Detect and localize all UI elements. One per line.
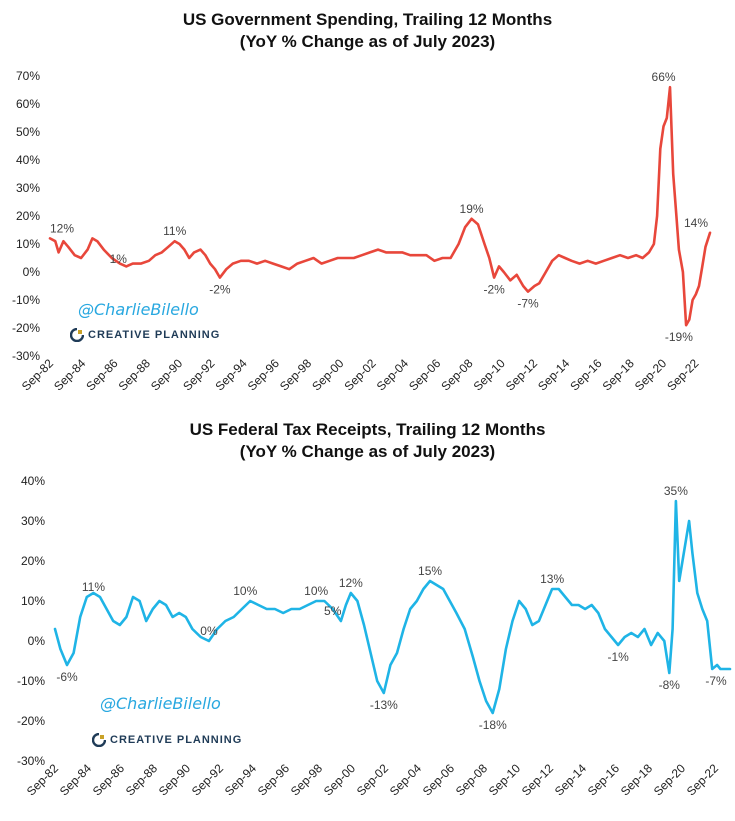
chart-1-x-tick-label: Sep-04	[374, 356, 411, 393]
chart-1-data-label: -7%	[517, 297, 539, 311]
chart-1-y-tick-label: 30%	[16, 181, 40, 195]
chart-1-y-tick-label: 20%	[16, 209, 40, 223]
chart-2-data-label: -8%	[659, 678, 681, 692]
chart-2-x-tick-label: Sep-22	[684, 761, 721, 798]
chart-1-x-tick-label: Sep-22	[664, 356, 701, 393]
chart-1-data-label: 66%	[652, 70, 676, 84]
chart-1-y-tick-label: 70%	[16, 69, 40, 83]
chart-2-brand: CREATIVE PLANNING	[92, 733, 242, 747]
chart-2-y-tick-label: 20%	[21, 554, 45, 568]
chart-1-x-tick-label: Sep-00	[309, 356, 346, 393]
chart-2-data-label: 10%	[233, 584, 257, 598]
chart-2-data-label: 13%	[540, 572, 564, 586]
chart-2-x-tick-label: Sep-18	[618, 761, 655, 798]
chart-2-data-label: 35%	[664, 484, 688, 498]
chart-1-x-tick-label: Sep-94	[212, 356, 249, 393]
chart-2-x-tick-label: Sep-98	[288, 761, 325, 798]
chart-1-data-label: -2%	[483, 283, 505, 297]
chart-1-data-label: 1%	[110, 252, 128, 266]
chart-1-x-tick-label: Sep-18	[600, 356, 637, 393]
chart-1-title: US Government Spending, Trailing 12 Mont…	[182, 10, 553, 29]
chart-1-data-label: 14%	[684, 216, 708, 230]
chart-1-x-tick-label: Sep-88	[116, 356, 153, 393]
chart-1-x-tick-label: Sep-90	[148, 356, 185, 393]
chart-2-data-label: -18%	[479, 718, 507, 732]
chart-2-x-tick-label: Sep-02	[354, 761, 391, 798]
chart-2-data-label: 0%	[200, 624, 218, 638]
chart-1-x-tick-label: Sep-02	[342, 356, 379, 393]
chart-2-data-label: 10%	[304, 584, 328, 598]
chart-2-x-tick-label: Sep-08	[453, 761, 490, 798]
chart-2-series-line	[53, 499, 732, 715]
chart-2-subtitle: (YoY % Change as of July 2023)	[239, 442, 496, 461]
chart-2-x-tick-label: Sep-00	[321, 761, 358, 798]
chart-2-x-tick-label: Sep-20	[651, 761, 688, 798]
chart-1-subtitle: (YoY % Change as of July 2023)	[239, 32, 496, 51]
chart-2-x-tick-label: Sep-12	[519, 761, 556, 798]
chart-1-y-tick-label: 50%	[16, 125, 40, 139]
chart-2-brand-label: CREATIVE PLANNING	[110, 733, 243, 746]
chart-1-y-tick-label: -10%	[12, 293, 40, 307]
chart-1-y-tick-label: -20%	[12, 321, 40, 335]
chart-2-y-tick-label: 10%	[21, 594, 45, 608]
chart-1-x-tick-label: Sep-12	[503, 356, 540, 393]
chart-2-y-tick-label: -10%	[17, 674, 45, 688]
chart-1-author-handle: @CharlieBilello	[78, 300, 199, 319]
chart-2-y-tick-label: 40%	[21, 474, 45, 488]
chart-1-series-line	[48, 85, 712, 327]
chart-2-data-label: -6%	[56, 670, 78, 684]
chart-1-data-label: 12%	[50, 221, 74, 235]
chart-1-y-tick-label: -30%	[12, 349, 40, 363]
chart-2-x-tick-label: Sep-94	[222, 761, 259, 798]
chart-1-y-tick-label: 60%	[16, 97, 40, 111]
chart-2-x-tick-label: Sep-90	[156, 761, 193, 798]
chart-2-x-tick-label: Sep-10	[486, 761, 523, 798]
chart-2-data-label: 5%	[324, 604, 342, 618]
chart-2-x-tick-label: Sep-86	[90, 761, 127, 798]
chart-1-y-tick-label: 0%	[23, 265, 41, 279]
chart-1-x-tick-label: Sep-84	[51, 356, 88, 393]
chart-2-x-tick-label: Sep-16	[585, 761, 622, 798]
chart-1-x-tick-label: Sep-06	[406, 356, 443, 393]
chart-1-brand-label: CREATIVE PLANNING	[88, 328, 221, 341]
creative-planning-logo-icon	[92, 733, 106, 747]
chart-1-x-tick-label: Sep-20	[632, 356, 669, 393]
chart-1-data-label: 19%	[460, 202, 484, 216]
chart-2-x-tick-label: Sep-06	[420, 761, 457, 798]
chart-1-x-tick-label: Sep-86	[83, 356, 120, 393]
chart-1-y-tick-label: 10%	[16, 237, 40, 251]
chart-1-data-label: -19%	[665, 330, 693, 344]
chart-2-y-tick-label: -20%	[17, 714, 45, 728]
chart-2-x-tick-label: Sep-14	[552, 761, 589, 798]
chart-2-y-tick-label: 30%	[21, 514, 45, 528]
chart-1-x-tick-label: Sep-96	[245, 356, 282, 393]
chart-2-author-handle: @CharlieBilello	[100, 694, 221, 713]
chart-2-y-tick-label: -30%	[17, 754, 45, 768]
chart-2-data-label: -1%	[607, 650, 629, 664]
chart-1-x-tick-label: Sep-16	[567, 356, 604, 393]
chart-1-x-tick-label: Sep-14	[535, 356, 572, 393]
chart-1-data-label: 11%	[163, 224, 186, 238]
chart-1-data-label: -2%	[209, 283, 231, 297]
chart-2-title: US Federal Tax Receipts, Trailing 12 Mon…	[189, 420, 546, 439]
chart-2-x-tick-label: Sep-84	[57, 761, 94, 798]
chart-1-brand: CREATIVE PLANNING	[70, 328, 220, 342]
creative-planning-logo-icon	[70, 328, 84, 342]
chart-1-x-tick-label: Sep-10	[471, 356, 508, 393]
chart-1-y-tick-label: 40%	[16, 153, 40, 167]
chart-1-x-tick-label: Sep-08	[438, 356, 475, 393]
chart-2-x-tick-label: Sep-04	[387, 761, 424, 798]
chart-2-data-label: 15%	[418, 564, 442, 578]
chart-2-y-tick-label: 0%	[28, 634, 46, 648]
chart-2-x-tick-label: Sep-92	[189, 761, 226, 798]
chart-2-data-label: 12%	[339, 576, 363, 590]
chart-2-x-tick-label: Sep-96	[255, 761, 292, 798]
chart-2-data-label: -13%	[370, 698, 398, 712]
chart-1-x-tick-label: Sep-92	[180, 356, 217, 393]
chart-2-data-label: 11%	[82, 580, 105, 594]
chart-2-data-label: -7%	[705, 674, 727, 688]
chart-1-x-tick-label: Sep-98	[277, 356, 314, 393]
chart-2-x-tick-label: Sep-88	[123, 761, 160, 798]
